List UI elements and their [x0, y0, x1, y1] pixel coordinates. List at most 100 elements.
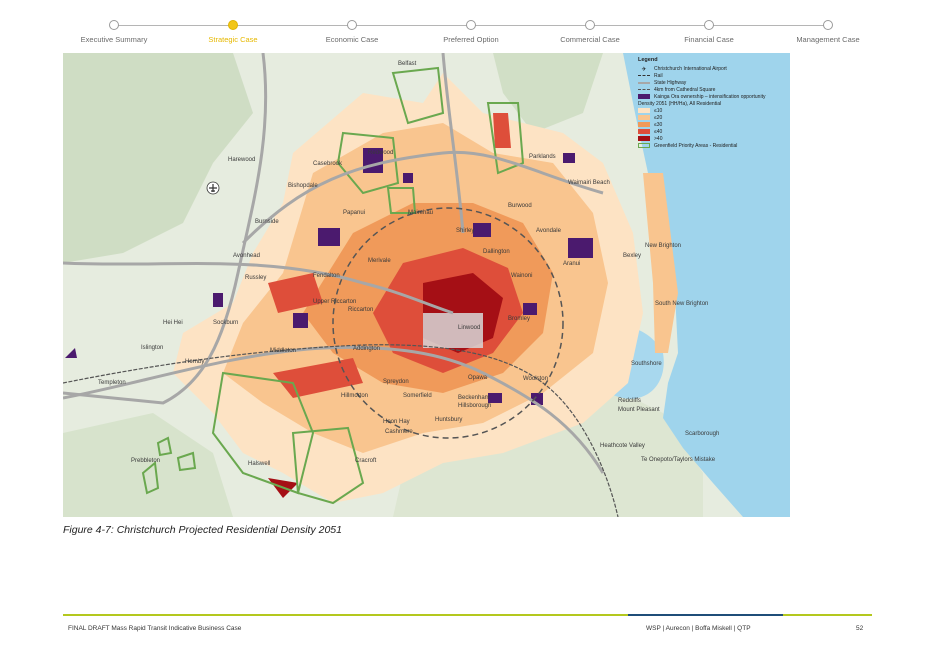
place-label: Aranui [563, 261, 581, 267]
place-label: Burnside [255, 219, 279, 225]
place-label: Middleton [270, 348, 297, 354]
airport-icon [206, 181, 220, 195]
place-label: Te Onepoto/Taylors Mistake [641, 457, 716, 463]
place-label: Avonhead [233, 253, 260, 259]
rural-greenery-sw [63, 413, 233, 517]
place-label: Avondale [536, 228, 561, 234]
legend-item: >40 [638, 135, 788, 142]
swatch-le10 [638, 108, 650, 113]
place-label: Southshore [631, 361, 662, 367]
swatch-gt40 [638, 136, 650, 141]
place-label: Woolston [523, 376, 548, 382]
place-label: Spreydon [383, 379, 409, 385]
greenfield-area [291, 426, 365, 505]
place-label: Shirley [456, 228, 475, 234]
place-label: Somerfield [403, 393, 432, 399]
legend-item: 4km from Cathedral Square [638, 86, 788, 93]
page-number: 52 [856, 625, 864, 632]
map-legend: Legend ✈ Christchurch International Airpo… [638, 57, 788, 149]
legend-item: Kainga Ora ownership – intensification o… [638, 93, 788, 100]
place-label: Mairehau [408, 210, 434, 216]
place-label: Fendalton [313, 273, 340, 279]
place-label: Hoon Hay [383, 419, 410, 425]
nav-step-dot [704, 20, 714, 30]
purple-cluster [523, 303, 537, 315]
place-label: Wainoni [511, 273, 533, 279]
purple-cluster [488, 393, 502, 403]
footer-rule [63, 614, 872, 616]
nav-step-dot-active [228, 20, 238, 30]
nav-step-financial-case[interactable]: Financial Case [649, 18, 769, 44]
nav-step-preferred-option[interactable]: Preferred Option [411, 18, 531, 44]
legend-label: Rail [654, 72, 663, 79]
place-label: Parklands [529, 154, 556, 160]
highway [63, 345, 605, 474]
figure-caption: Figure 4-7: Christchurch Projected Resid… [63, 524, 342, 536]
place-label: Belfast [398, 61, 417, 67]
nav-step-label: Financial Case [684, 35, 734, 44]
highway [241, 150, 604, 245]
legend-label: 4km from Cathedral Square [654, 86, 716, 93]
place-label: Huntsbury [435, 417, 463, 423]
nav-step-strategic-case[interactable]: Strategic Case [173, 18, 293, 44]
place-label: Merivale [368, 258, 391, 264]
place-label: Scarborough [685, 431, 720, 437]
rail-line [63, 344, 619, 517]
place-label: Harewood [228, 157, 256, 163]
nav-step-dot [347, 20, 357, 30]
place-label: Prebbleton [131, 458, 161, 464]
legend-item: State Highway [638, 79, 788, 86]
legend-subheading: Density 2051 (HH/Ha), All Residential [638, 100, 722, 107]
rural-greenery-nw [63, 53, 253, 263]
density-map: Legend ✈ Christchurch International Airpo… [63, 53, 790, 517]
legend-label: >40 [654, 135, 663, 142]
nav-step-economic-case[interactable]: Economic Case [292, 18, 412, 44]
nav-step-dot [109, 20, 119, 30]
place-label: Bromley [508, 316, 531, 322]
nav-step-commercial-case[interactable]: Commercial Case [530, 18, 650, 44]
legend-label: Christchurch International Airport [654, 65, 727, 72]
purple-cluster [563, 153, 575, 163]
nav-step-label: Management Case [796, 35, 860, 44]
place-label: Bexley [623, 253, 642, 259]
place-label: Redwood [368, 150, 394, 156]
legend-label: Greenfield Priority Areas - Residential [654, 142, 738, 149]
swatch-le30 [638, 122, 650, 127]
place-label: Upper Riccarton [313, 299, 357, 305]
nav-step-executive-summary[interactable]: Executive Summary [54, 18, 174, 44]
legend-label: ≤40 [654, 128, 663, 135]
greenfield-area [156, 436, 173, 457]
place-label: Heathcote Valley [600, 443, 645, 449]
place-label: Opawa [468, 375, 488, 381]
legend-item: ≤30 [638, 121, 788, 128]
place-label: Riccarton [348, 307, 374, 313]
kainga-ora-clusters [65, 148, 593, 405]
rail-line-icon [638, 75, 650, 76]
legend-item: Density 2051 (HH/Ha), All Residential [638, 100, 788, 107]
state-highways [63, 53, 605, 474]
place-label: Hillsborough [458, 403, 492, 409]
place-label: Islington [141, 345, 164, 351]
nav-step-management-case[interactable]: Management Case [768, 18, 888, 44]
4km-ring [332, 207, 564, 439]
legend-item: Rail [638, 72, 788, 79]
footer-accent-rule [628, 614, 783, 616]
pegasus-bay-sea [623, 53, 790, 517]
nav-step-label: Preferred Option [443, 35, 499, 44]
purple-cluster [213, 293, 223, 307]
place-label: Addington [353, 346, 381, 352]
place-label: Redcliffs [618, 398, 641, 404]
legend-item: Greenfield Priority Areas - Residential [638, 142, 788, 149]
nav-step-label: Economic Case [325, 35, 379, 44]
legend-title: Legend [638, 57, 658, 63]
highway [63, 53, 268, 405]
place-label: Mount Pleasant [618, 407, 660, 413]
place-label: Casebrook [313, 161, 343, 167]
place-label: Burwood [508, 203, 532, 209]
purple-cluster [403, 173, 413, 183]
place-label: Cashmere [385, 429, 413, 435]
central-city [423, 313, 483, 348]
green-outline-icon [638, 143, 650, 148]
place-label: Sockburn [213, 320, 239, 326]
place-label: Hillmorton [341, 393, 369, 399]
